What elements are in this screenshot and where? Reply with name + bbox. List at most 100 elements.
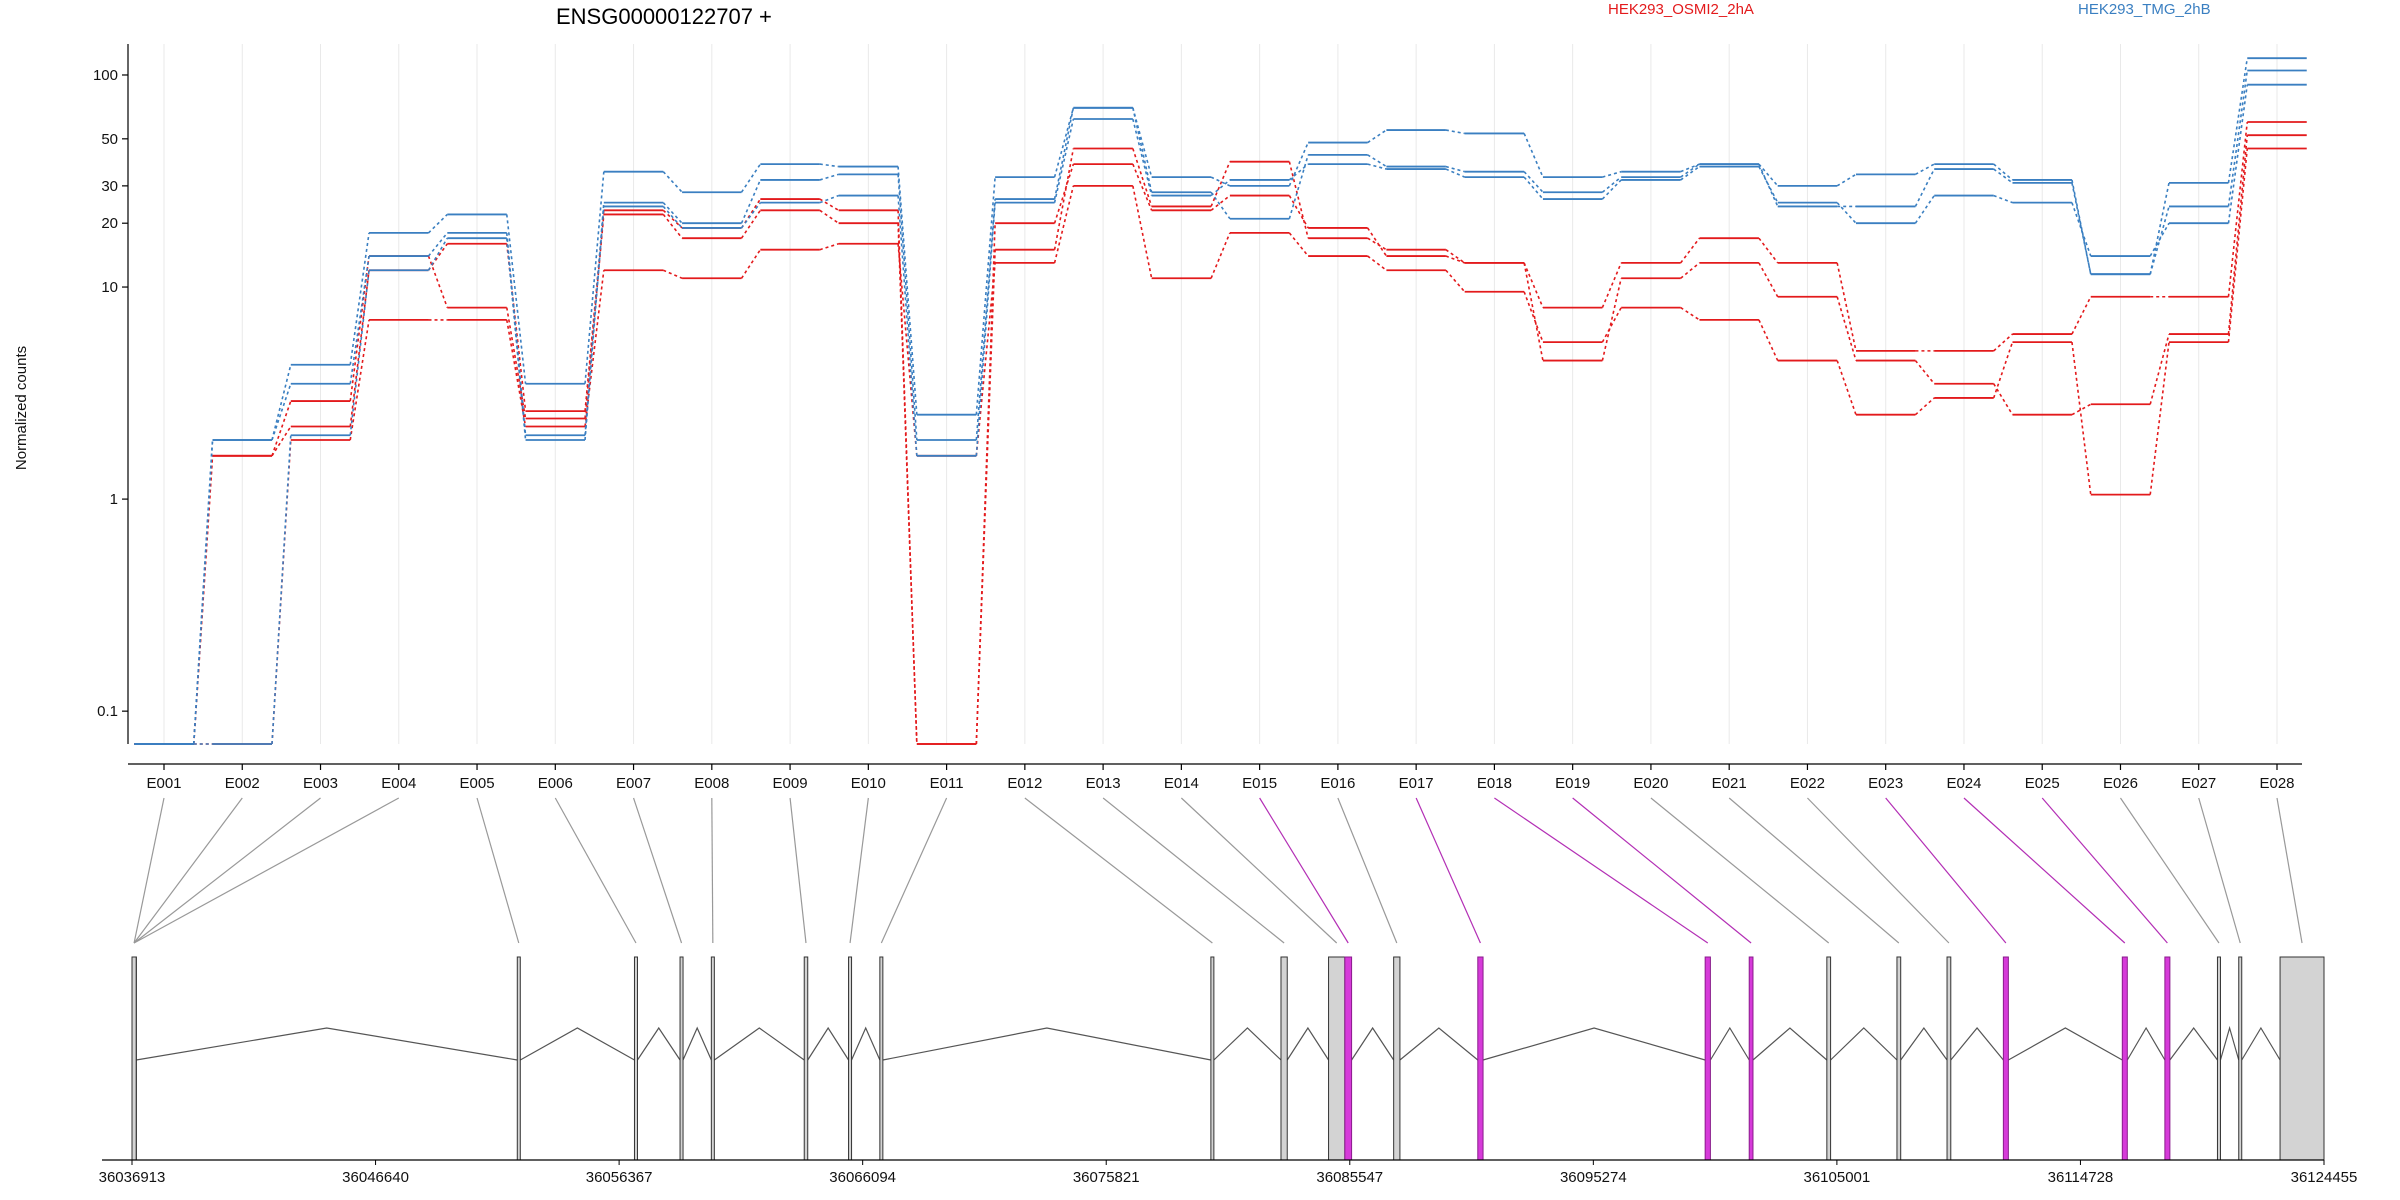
exon-E019 [1748, 956, 1754, 1161]
series-connector [1523, 262, 1544, 308]
exon-E016 [1393, 956, 1401, 1161]
intron [2169, 1026, 2218, 1061]
series-HEK293_TMG_2hB-4 [134, 69, 2307, 745]
connector-E027 [2198, 797, 2241, 944]
exon-E012 [1210, 956, 1215, 1161]
series-connector [1601, 262, 1622, 308]
series-connector [1914, 397, 1935, 416]
exon-connectors [133, 797, 2303, 944]
intron [682, 1026, 712, 1061]
series-connector [271, 364, 292, 441]
y-axis: 0.1 1 10 20 30 50 100 [93, 44, 129, 744]
series-connector [1601, 278, 1622, 361]
intron [1752, 1027, 1828, 1061]
series-connector [1132, 163, 1153, 211]
series-connector [1523, 171, 1544, 193]
series-connector [1680, 262, 1700, 279]
intron [2008, 1027, 2123, 1061]
coordinate-tick-label: 36114728 [2048, 1169, 2114, 1186]
series-connector [1288, 232, 1309, 257]
series-HEK293_OSMI2_2hA-1 [134, 134, 2307, 745]
series-connector [1367, 255, 1387, 271]
x-tick-label: E013 [1086, 775, 1121, 792]
series-connector [1758, 163, 1779, 207]
intron [807, 1026, 850, 1061]
series-connector [1914, 168, 1935, 207]
exon-E015 [1344, 956, 1353, 1161]
intron [1950, 1027, 2004, 1061]
series-connector [1288, 195, 1309, 229]
series-connector [975, 223, 996, 745]
series-connector [2227, 70, 2249, 207]
x-tick-label: E006 [538, 775, 573, 792]
series-connector [819, 242, 839, 251]
x-tick-label: E012 [1007, 775, 1042, 792]
series-connector [2149, 333, 2170, 405]
series-connector [1053, 163, 1075, 224]
series-connector [1210, 194, 1231, 211]
series-connector [1367, 154, 1387, 168]
intron [519, 1027, 635, 1061]
intron [2126, 1026, 2166, 1061]
connector-E017 [1415, 797, 1481, 944]
x-tick-label: E016 [1320, 775, 1355, 792]
series-connector [349, 319, 370, 441]
series-connector [662, 209, 683, 229]
exon-E027 [2238, 956, 2243, 1161]
x-tick-label: E019 [1555, 775, 1590, 792]
y-tick-label: 1 [110, 491, 118, 508]
series-connector [505, 214, 527, 384]
y-tick-label: 30 [101, 178, 118, 195]
connector-E020 [1650, 797, 1830, 944]
series-connector [975, 202, 996, 456]
intron [1482, 1027, 1706, 1061]
series-connector [584, 214, 605, 419]
series-connector [1758, 237, 1779, 264]
series-connector [2227, 121, 2249, 297]
series-connector [1993, 194, 2013, 204]
exon-E024 [2121, 956, 2128, 1161]
connector-E016 [1337, 797, 1398, 944]
x-tick-label: E003 [303, 775, 338, 792]
series-connector [2227, 84, 2249, 224]
series-connector [662, 171, 683, 193]
series-connector [662, 269, 683, 280]
series-connector [1445, 269, 1466, 293]
coordinate-tick-label: 36124455 [2291, 1169, 2358, 1186]
x-tick-label: E023 [1868, 775, 1903, 792]
series-connector [1053, 148, 1075, 250]
series-connector [897, 223, 918, 745]
series-connector [740, 198, 762, 229]
exon-E009 [803, 956, 809, 1161]
exon-E017 [1477, 956, 1484, 1161]
series-HEK293_TMG_2hB-3 [134, 57, 2307, 745]
series-connector [819, 194, 839, 204]
series-connector [1836, 173, 1857, 187]
series-connector [1367, 129, 1387, 144]
series-connector [1210, 176, 1231, 187]
connector-E009 [789, 797, 807, 944]
exon-E021 [1896, 956, 1902, 1161]
series-connector [427, 255, 449, 308]
y-tick-label: 0.1 [97, 703, 118, 720]
exon-E010 [848, 956, 853, 1161]
connector-E002 [133, 797, 243, 944]
series-connector [819, 209, 840, 224]
intron [1709, 1026, 1750, 1061]
exon-E007 [679, 956, 684, 1161]
connector-E019 [1572, 797, 1752, 944]
series-connector [897, 210, 918, 745]
series-connector [1601, 307, 1622, 343]
connector-E001 [133, 797, 165, 944]
coordinate-tick-label: 36095274 [1560, 1169, 1627, 1186]
series-connector [1210, 179, 1231, 197]
x-tick-label: E025 [2025, 775, 2060, 792]
connector-E021 [1728, 797, 1900, 944]
x-tick-label: E020 [1633, 775, 1668, 792]
exon-E023 [2002, 956, 2009, 1161]
series-connector [1445, 249, 1466, 264]
series-connector [897, 195, 918, 456]
series-connector [662, 205, 683, 229]
exon-E020 [1826, 956, 1832, 1161]
